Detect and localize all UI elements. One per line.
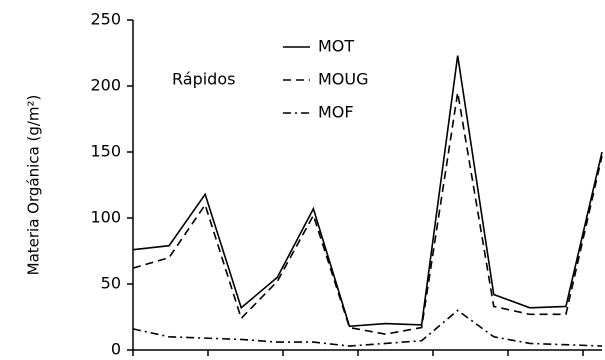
legend-label: MOT [318, 37, 354, 56]
legend-label: MOF [318, 103, 354, 122]
legend-title: Rápidos [172, 70, 235, 89]
y-tick-label: 100 [90, 208, 121, 227]
y-tick-label: 200 [90, 76, 121, 95]
legend-label: MOUG [318, 70, 369, 89]
series-line [132, 92, 603, 335]
y-tick-label: 150 [90, 142, 121, 161]
series-line [132, 309, 603, 347]
y-tick-label: 50 [101, 274, 121, 293]
y-tick-label: 0 [111, 340, 121, 359]
y-axis-label: Materia Orgánica (g/m²) [25, 95, 43, 276]
series-line [132, 55, 603, 328]
y-tick-label: 250 [90, 10, 121, 29]
